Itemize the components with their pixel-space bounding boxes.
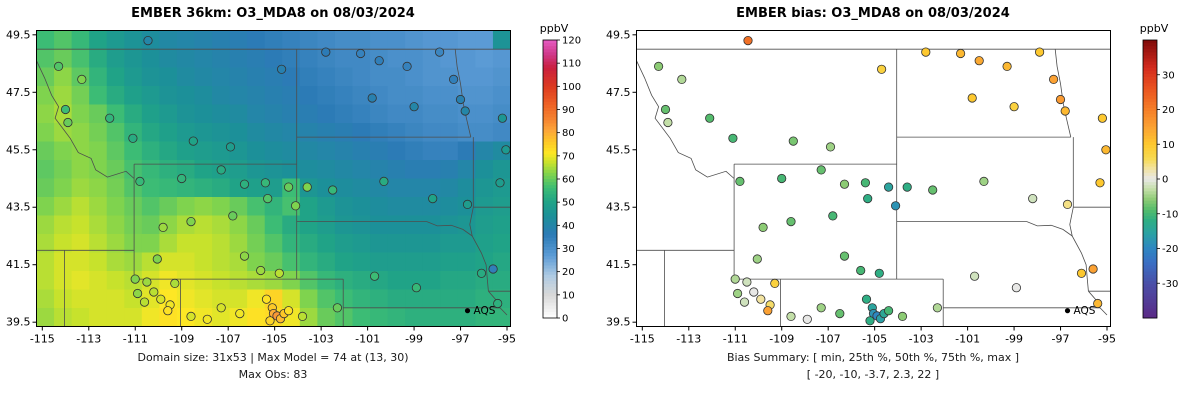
y-axis: 39.5 41.5 43.5 45.5 47.5 49.5	[6, 28, 37, 329]
svg-text:-97: -97	[1052, 333, 1070, 346]
svg-text:45.5: 45.5	[6, 143, 31, 156]
aqs-legend: AQS	[464, 305, 496, 317]
bias-title: EMBER bias: O3_MDA8 on 08/03/2024	[736, 6, 1010, 21]
svg-text:40: 40	[562, 221, 575, 232]
svg-text:43.5: 43.5	[606, 201, 631, 214]
svg-text:120: 120	[562, 36, 581, 47]
state-borders	[36, 48, 511, 327]
svg-text:20: 20	[1162, 105, 1175, 116]
svg-text:30: 30	[562, 244, 575, 255]
svg-text:-95: -95	[498, 333, 516, 346]
svg-text:39.5: 39.5	[6, 316, 31, 329]
svg-text:-95: -95	[1098, 333, 1116, 346]
svg-text:-107: -107	[216, 333, 241, 346]
svg-text:43.5: 43.5	[6, 201, 31, 214]
svg-text:80: 80	[562, 128, 575, 139]
svg-text:0: 0	[562, 314, 568, 325]
svg-text:AQS: AQS	[474, 305, 496, 317]
svg-text:47.5: 47.5	[606, 86, 631, 99]
svg-text:-105: -105	[862, 333, 887, 346]
svg-text:50: 50	[562, 198, 575, 209]
svg-text:-113: -113	[676, 333, 701, 346]
model-title: EMBER 36km: O3_MDA8 on 08/03/2024	[131, 6, 415, 21]
aqs-legend: AQS	[1064, 305, 1096, 317]
svg-text:41.5: 41.5	[6, 258, 31, 271]
svg-text:-109: -109	[769, 333, 794, 346]
plot-frame	[36, 30, 511, 327]
model-caption-line2: Max Obs: 83	[239, 368, 308, 381]
y-axis: 39.5 41.5 43.5 45.5 47.5 49.5	[606, 28, 637, 329]
x-axis: -115 -113 -111 -109 -107 -105 -103 -101 -99 -97 -9…	[30, 326, 516, 346]
svg-text:-111: -111	[723, 333, 748, 346]
svg-text:-105: -105	[262, 333, 287, 346]
svg-text:-101: -101	[355, 333, 380, 346]
svg-text:AQS: AQS	[1074, 305, 1096, 317]
raster-layer	[36, 30, 511, 327]
svg-text:-30: -30	[1162, 279, 1178, 290]
state-borders	[636, 48, 1111, 327]
svg-text:110: 110	[562, 59, 581, 70]
bias-caption-line1: Bias Summary: [ min, 25th %, 50th %, 75t…	[727, 351, 1019, 364]
svg-text:-109: -109	[169, 333, 194, 346]
svg-text:-10: -10	[1162, 209, 1178, 220]
map-plot-area	[36, 30, 511, 327]
model-map-svg: EMBER 36km: O3_MDA8 on 08/03/2024 Domain…	[6, 6, 581, 381]
svg-text:-103: -103	[309, 333, 334, 346]
svg-text:49.5: 49.5	[606, 28, 631, 41]
svg-text:-99: -99	[1005, 333, 1023, 346]
svg-text:49.5: 49.5	[6, 28, 31, 41]
svg-text:30: 30	[1162, 70, 1175, 81]
svg-text:-107: -107	[816, 333, 841, 346]
svg-text:90: 90	[562, 105, 575, 116]
site-markers	[53, 35, 511, 326]
svg-text:-99: -99	[405, 333, 423, 346]
site-markers	[653, 35, 1111, 326]
svg-text:45.5: 45.5	[606, 143, 631, 156]
svg-text:10: 10	[562, 290, 575, 301]
svg-text:-115: -115	[30, 333, 55, 346]
map-background	[636, 30, 1111, 327]
svg-text:39.5: 39.5	[606, 316, 631, 329]
svg-text:47.5: 47.5	[6, 86, 31, 99]
colorbar-unit-label: ppbV	[540, 22, 569, 35]
map-plot-area	[636, 30, 1111, 327]
svg-text:20: 20	[562, 267, 575, 278]
svg-text:-20: -20	[1162, 244, 1178, 255]
bias-map-svg: EMBER bias: O3_MDA8 on 08/03/2024 Bias S…	[606, 6, 1178, 381]
svg-text:-101: -101	[955, 333, 980, 346]
svg-text:60: 60	[562, 175, 575, 186]
svg-text:-97: -97	[452, 333, 470, 346]
colorbar-unit-label: ppbV	[1140, 22, 1169, 35]
bias-caption-line2: [ -20, -10, -3.7, 2.3, 22 ]	[807, 368, 939, 381]
svg-text:70: 70	[562, 151, 575, 162]
svg-text:10: 10	[1162, 140, 1175, 151]
svg-text:-113: -113	[76, 333, 101, 346]
svg-text:-103: -103	[909, 333, 934, 346]
model-caption-line1: Domain size: 31x53 | Max Model = 74 at (…	[137, 351, 408, 364]
svg-text:-111: -111	[123, 333, 148, 346]
svg-text:-115: -115	[630, 333, 655, 346]
plot-frame	[636, 30, 1111, 327]
colorbar: -30 -20 -10 0 10 20 30 ppbV	[1140, 22, 1178, 319]
svg-text:100: 100	[562, 82, 581, 93]
panel-bias: EMBER bias: O3_MDA8 on 08/03/2024 Bias S…	[600, 0, 1200, 409]
svg-text:41.5: 41.5	[606, 258, 631, 271]
x-axis: -115 -113 -111 -109 -107 -105 -103 -101 -99 -97 -9…	[630, 326, 1116, 346]
svg-text:0: 0	[1162, 175, 1168, 186]
panel-model: EMBER 36km: O3_MDA8 on 08/03/2024 Domain…	[6, 6, 581, 381]
